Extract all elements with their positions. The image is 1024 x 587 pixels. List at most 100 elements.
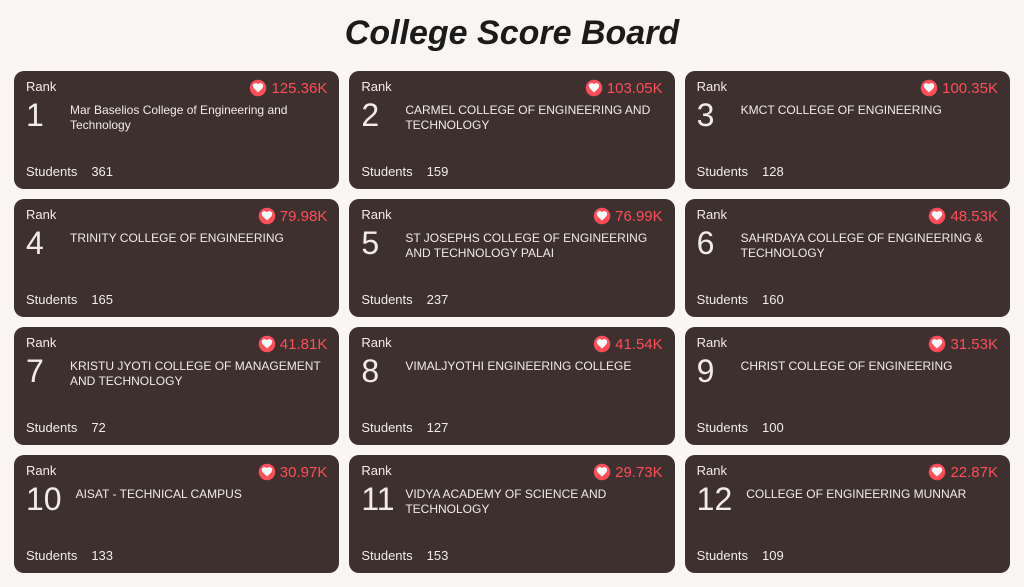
heart-icon — [920, 79, 938, 97]
card-top-row: Rank 41.81K — [26, 335, 327, 353]
card-middle-row: 3 KMCT COLLEGE OF ENGINEERING — [697, 99, 998, 164]
students-count: 159 — [427, 164, 449, 179]
likes-count: 30.97K — [280, 464, 328, 481]
students-count: 100 — [762, 420, 784, 435]
students-count: 361 — [91, 164, 113, 179]
students-count: 109 — [762, 548, 784, 563]
students-label: Students — [361, 548, 412, 563]
card-top-row: Rank 48.53K — [697, 207, 998, 225]
card-middle-row: 5 ST JOSEPHS COLLEGE OF ENGINEERING AND … — [361, 227, 662, 292]
students-label: Students — [697, 292, 748, 307]
card-bottom-row: Students 100 — [697, 420, 998, 435]
rank-label: Rank — [361, 335, 391, 350]
students-label: Students — [361, 164, 412, 179]
rank-number: 3 — [697, 99, 727, 131]
heart-icon — [585, 79, 603, 97]
heart-icon — [258, 463, 276, 481]
likes-count: 100.35K — [942, 80, 998, 97]
heart-icon — [593, 463, 611, 481]
card-top-row: Rank 79.98K — [26, 207, 327, 225]
card-bottom-row: Students 153 — [361, 548, 662, 563]
heart-icon — [258, 207, 276, 225]
college-name: VIMALJYOTHI ENGINEERING COLLEGE — [405, 355, 631, 374]
rank-label: Rank — [697, 207, 727, 222]
card-bottom-row: Students 361 — [26, 164, 327, 179]
card-middle-row: 11 VIDYA ACADEMY OF SCIENCE AND TECHNOLO… — [361, 483, 662, 548]
card-top-row: Rank 41.54K — [361, 335, 662, 353]
likes-count: 41.54K — [615, 336, 663, 353]
likes-container: 79.98K — [258, 207, 328, 225]
college-name: VIDYA ACADEMY OF SCIENCE AND TECHNOLOGY — [405, 483, 662, 517]
students-count: 237 — [427, 292, 449, 307]
page-title: College Score Board — [0, 0, 1024, 71]
rank-number: 1 — [26, 99, 56, 131]
college-name: CARMEL COLLEGE OF ENGINEERING AND TECHNO… — [405, 99, 662, 133]
rank-number: 10 — [26, 483, 62, 515]
college-card[interactable]: Rank 100.35K 3 KMCT COLLEGE OF ENGINEERI… — [685, 71, 1010, 189]
rank-number: 7 — [26, 355, 56, 387]
college-card[interactable]: Rank 29.73K 11 VIDYA ACADEMY OF SCIENCE … — [349, 455, 674, 573]
college-name: SAHRDAYA COLLEGE OF ENGINEERING & TECHNO… — [741, 227, 998, 261]
likes-container: 22.87K — [928, 463, 998, 481]
students-label: Students — [26, 292, 77, 307]
card-top-row: Rank 100.35K — [697, 79, 998, 97]
college-card[interactable]: Rank 22.87K 12 COLLEGE OF ENGINEERING MU… — [685, 455, 1010, 573]
heart-icon — [593, 335, 611, 353]
heart-icon — [928, 463, 946, 481]
students-count: 153 — [427, 548, 449, 563]
card-middle-row: 6 SAHRDAYA COLLEGE OF ENGINEERING & TECH… — [697, 227, 998, 292]
card-top-row: Rank 125.36K — [26, 79, 327, 97]
college-name: CHRIST COLLEGE OF ENGINEERING — [741, 355, 953, 374]
students-count: 128 — [762, 164, 784, 179]
college-name: Mar Baselios College of Engineering and … — [70, 99, 327, 133]
heart-icon — [928, 207, 946, 225]
students-label: Students — [697, 164, 748, 179]
likes-count: 103.05K — [607, 80, 663, 97]
students-label: Students — [26, 164, 77, 179]
students-label: Students — [697, 420, 748, 435]
card-bottom-row: Students 133 — [26, 548, 327, 563]
likes-container: 48.53K — [928, 207, 998, 225]
rank-number: 11 — [361, 483, 391, 515]
likes-count: 76.99K — [615, 208, 663, 225]
rank-label: Rank — [26, 463, 56, 478]
likes-container: 29.73K — [593, 463, 663, 481]
score-board-grid: Rank 125.36K 1 Mar Baselios College of E… — [0, 71, 1024, 587]
college-card[interactable]: Rank 31.53K 9 CHRIST COLLEGE OF ENGINEER… — [685, 327, 1010, 445]
likes-container: 41.54K — [593, 335, 663, 353]
college-card[interactable]: Rank 125.36K 1 Mar Baselios College of E… — [14, 71, 339, 189]
college-card[interactable]: Rank 79.98K 4 TRINITY COLLEGE OF ENGINEE… — [14, 199, 339, 317]
college-name: ST JOSEPHS COLLEGE OF ENGINEERING AND TE… — [405, 227, 662, 261]
college-card[interactable]: Rank 103.05K 2 CARMEL COLLEGE OF ENGINEE… — [349, 71, 674, 189]
likes-count: 48.53K — [950, 208, 998, 225]
card-middle-row: 8 VIMALJYOTHI ENGINEERING COLLEGE — [361, 355, 662, 420]
students-count: 72 — [91, 420, 105, 435]
likes-count: 31.53K — [950, 336, 998, 353]
card-middle-row: 12 COLLEGE OF ENGINEERING MUNNAR — [697, 483, 998, 548]
rank-label: Rank — [697, 335, 727, 350]
rank-number: 6 — [697, 227, 727, 259]
college-card[interactable]: Rank 30.97K 10 AISAT - TECHNICAL CAMPUS … — [14, 455, 339, 573]
college-card[interactable]: Rank 41.54K 8 VIMALJYOTHI ENGINEERING CO… — [349, 327, 674, 445]
card-bottom-row: Students 72 — [26, 420, 327, 435]
heart-icon — [249, 79, 267, 97]
heart-icon — [258, 335, 276, 353]
likes-container: 125.36K — [249, 79, 327, 97]
rank-label: Rank — [26, 79, 56, 94]
college-card[interactable]: Rank 41.81K 7 KRISTU JYOTI COLLEGE OF MA… — [14, 327, 339, 445]
card-middle-row: 7 KRISTU JYOTI COLLEGE OF MANAGEMENT AND… — [26, 355, 327, 420]
college-name: KRISTU JYOTI COLLEGE OF MANAGEMENT AND T… — [70, 355, 327, 389]
card-bottom-row: Students 127 — [361, 420, 662, 435]
students-label: Students — [697, 548, 748, 563]
college-name: COLLEGE OF ENGINEERING MUNNAR — [746, 483, 966, 502]
college-card[interactable]: Rank 48.53K 6 SAHRDAYA COLLEGE OF ENGINE… — [685, 199, 1010, 317]
likes-container: 41.81K — [258, 335, 328, 353]
likes-count: 41.81K — [280, 336, 328, 353]
card-middle-row: 9 CHRIST COLLEGE OF ENGINEERING — [697, 355, 998, 420]
card-middle-row: 1 Mar Baselios College of Engineering an… — [26, 99, 327, 164]
rank-number: 12 — [697, 483, 733, 515]
card-top-row: Rank 103.05K — [361, 79, 662, 97]
likes-container: 76.99K — [593, 207, 663, 225]
college-card[interactable]: Rank 76.99K 5 ST JOSEPHS COLLEGE OF ENGI… — [349, 199, 674, 317]
rank-label: Rank — [361, 463, 391, 478]
